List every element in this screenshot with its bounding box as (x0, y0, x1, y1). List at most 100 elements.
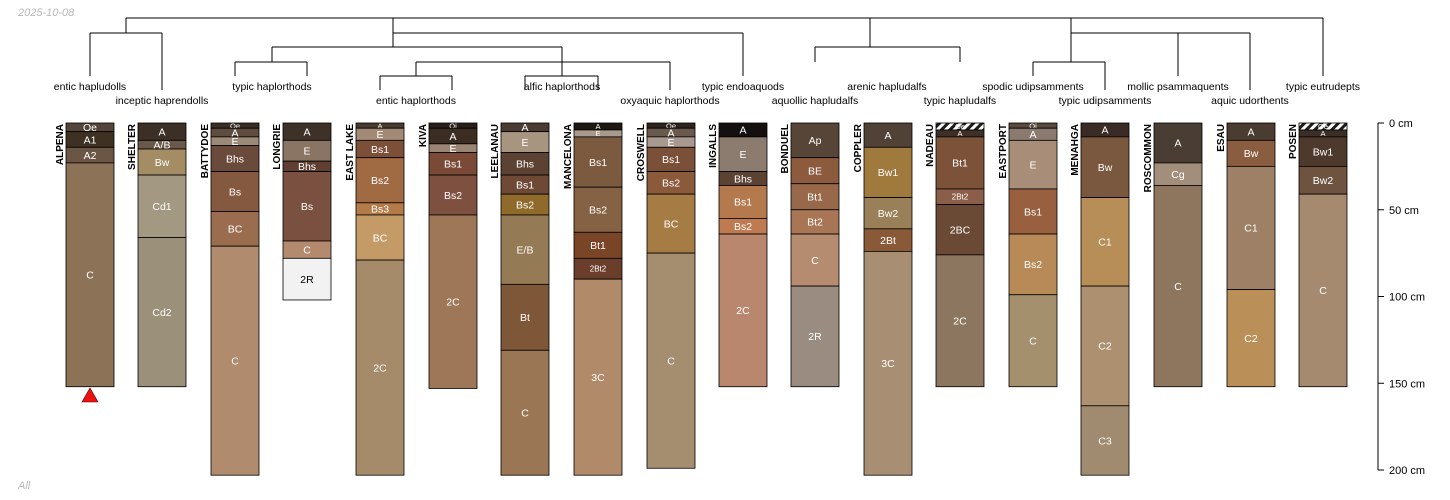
horizon-fill (428, 214, 478, 389)
horizon-label: A/B (154, 139, 171, 151)
horizon-bonduel-bt1: Bt1 (790, 183, 840, 211)
horizon-menahga-c3: C3 (1080, 405, 1130, 476)
horizon-battydoe-bc: BC (210, 211, 260, 247)
horizon-label: C (811, 255, 819, 267)
horizon-roscommon-c: C (1153, 185, 1203, 388)
profile-name: ROSCOMMON (1143, 124, 1154, 192)
horizon-fill (210, 145, 260, 172)
taxon-label: arenic hapludalfs (847, 81, 926, 93)
axis-tick-label: 200 cm (1389, 465, 1425, 477)
horizon-fill (1080, 405, 1130, 476)
horizon-leelanau-bhs: Bhs (500, 152, 550, 176)
horizon-eastport-e: E (1008, 139, 1058, 190)
horizon-posen-bw2: Bw2 (1298, 165, 1348, 195)
horizon-label: A1 (84, 134, 97, 146)
taxon-label: mollic psammaquents (1127, 81, 1229, 93)
horizon-fill (863, 197, 913, 230)
profile-roscommon: A Cg C ROSCOMMON (1143, 122, 1203, 388)
horizon-label: E (303, 146, 310, 158)
horizon-eastport-bs1: Bs1 (1008, 188, 1058, 235)
horizon-label: Cd1 (152, 201, 171, 213)
profile-name: BATTYDOE (200, 124, 211, 179)
taxon-label: entic hapludolls (54, 81, 126, 93)
horizon-esau-a: A (1226, 122, 1276, 141)
horizon-leelanau-c: C (500, 349, 550, 476)
profile-coppler: A Bw1 Bw2 2Bt 3C COPPLER (853, 122, 913, 476)
horizon-esau-c1: C1 (1226, 165, 1276, 290)
horizon-fill (1008, 294, 1058, 388)
horizon-shelter-bw: Bw (137, 148, 187, 176)
horizon-longrie-bhs: Bhs (282, 160, 332, 173)
horizon-label: 2C (953, 316, 967, 328)
profile-posen: OeA Bw1 Bw2 C POSEN (1288, 122, 1348, 388)
horizon-label: A (449, 131, 456, 143)
horizon-fill (210, 245, 260, 476)
horizon-bonduel-ap: Ap (790, 122, 840, 159)
horizon-shelter-cd2: Cd2 (137, 237, 187, 388)
horizon-fill (573, 231, 623, 259)
horizon-ingalls-a: A (718, 122, 768, 138)
red-triangle-icon (81, 387, 99, 403)
profile-shelter: AA/B Bw Cd1 Cd2 SHELTER (127, 122, 187, 388)
horizon-ingalls-2c: 2C (718, 233, 768, 388)
horizon-battydoe-bs: Bs (210, 171, 260, 212)
horizon-label: Cg (1171, 169, 1185, 181)
horizon-label: E (231, 136, 238, 148)
horizon-fill (573, 278, 623, 476)
horizon-fill (718, 233, 768, 388)
horizon-alpena-a1: A1 (65, 131, 115, 148)
horizon-fill (1298, 136, 1348, 167)
horizon-label: Bs2 (662, 178, 680, 190)
profile-mancelona: AE Bs1 Bs2 Bt1 2Bt2 3C MANCELONA (563, 122, 623, 476)
horizon-longrie-2r: 2R (282, 257, 332, 301)
horizon-fill (500, 349, 550, 476)
horizon-ingalls-bs2: Bs2 (718, 218, 768, 235)
horizon-label: Bs1 (444, 159, 462, 171)
horizon-fill (65, 162, 115, 388)
horizon-eastport-bs2: Bs2 (1008, 233, 1058, 296)
horizon-fill (137, 174, 187, 238)
horizon-label: E (376, 129, 383, 141)
horizon-label: A (377, 121, 382, 130)
dendrogram-tree (89, 17, 1324, 90)
horizon-battydoe-bhs: Bhs (210, 145, 260, 172)
horizon-label: Bs1 (371, 144, 389, 156)
taxon-label: alfic haplorthods (524, 81, 600, 93)
horizon-label: C (231, 355, 239, 367)
horizon-mancelona-bs1: Bs1 (573, 136, 623, 188)
horizon-fill (1153, 185, 1203, 388)
horizon-roscommon-a: A (1153, 122, 1203, 164)
horizon-label: Bw1 (878, 167, 899, 179)
horizon-label: Cd2 (152, 307, 171, 319)
horizon-label: Oe (955, 122, 965, 131)
horizon-bonduel-c: C (790, 233, 840, 287)
horizon-label: BE (808, 165, 822, 177)
horizon-label: Oe (230, 121, 240, 130)
horizon-fill (790, 157, 840, 185)
horizon-shelter-cd1: Cd1 (137, 174, 187, 238)
horizon-label: A (231, 127, 238, 139)
axis-tick-label: 150 cm (1389, 378, 1425, 390)
profile-name: ESAU (1216, 124, 1227, 152)
horizon-fill (1080, 197, 1130, 287)
horizon-nadeau-bt1: Bt1 (935, 136, 985, 190)
horizon-label: Bs2 (516, 199, 534, 211)
horizon-label: 2Bt2 (590, 265, 607, 274)
horizon-kiva-bs1: Bs1 (428, 152, 478, 176)
horizon-ingalls-bs1: Bs1 (718, 185, 768, 219)
horizon-kiva-a: A (428, 127, 478, 145)
horizon-label: BC (228, 224, 243, 236)
horizon-leelanau-e-b: E/B (500, 214, 550, 285)
horizon-esau-c2: C2 (1226, 289, 1276, 388)
horizon-mancelona-2bt2: 2Bt2 (573, 257, 623, 280)
horizon-label: C (86, 270, 94, 282)
horizon-label: Oe (1318, 122, 1328, 131)
horizon-leelanau-bs2: Bs2 (500, 193, 550, 216)
horizon-mancelona-3c: 3C (573, 278, 623, 476)
horizon-label: Bs2 (371, 175, 389, 187)
horizon-nadeau-2bt2: 2Bt2 (935, 188, 985, 205)
depth-axis: 0 cm 50 cm 100 cm 150 cm 200 cm (1377, 118, 1425, 477)
